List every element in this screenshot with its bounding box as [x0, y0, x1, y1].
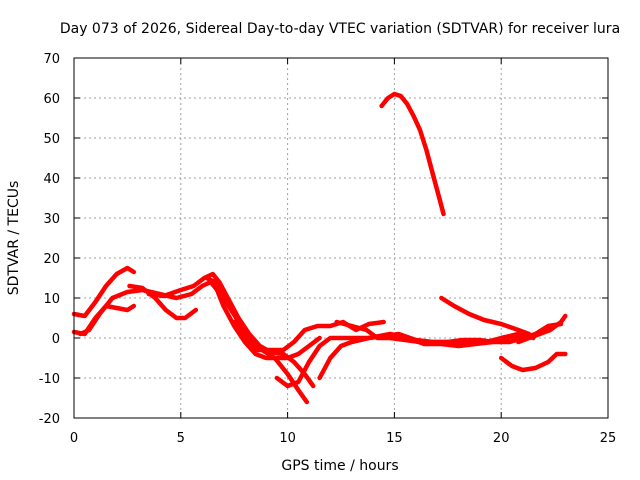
series-line-arc-3	[78, 279, 322, 361]
x-tick-label: 0	[70, 431, 78, 446]
series-line-arc-14	[516, 313, 568, 345]
y-tick-label: -10	[39, 372, 60, 387]
y-tick-label: 70	[43, 52, 60, 67]
y-tick-label: 20	[43, 252, 60, 267]
series-line-arc-12	[439, 295, 532, 337]
x-tick-label: 25	[600, 431, 617, 446]
series-layer	[71, 91, 568, 405]
series-line-arc-4	[127, 283, 199, 321]
y-tick-label: 40	[43, 172, 60, 187]
series-line-arc-7	[231, 319, 386, 353]
series-line-arc-10	[334, 319, 536, 347]
y-tick-label: 50	[43, 132, 60, 147]
y-tick-label: 60	[43, 92, 60, 107]
x-axis-label: GPS time / hours	[281, 458, 398, 474]
x-tick-label: 10	[279, 431, 296, 446]
y-tick-label: -20	[39, 412, 60, 427]
series-line-arc-5	[146, 271, 316, 389]
x-tick-label: 5	[177, 431, 185, 446]
x-tick-label: 15	[386, 431, 403, 446]
grid-layer	[74, 58, 608, 418]
plot-frame	[73, 57, 609, 419]
y-axis-label: SDTVAR / TECUs	[6, 181, 22, 296]
y-tick-label: 30	[43, 212, 60, 227]
x-tick-label: 20	[493, 431, 510, 446]
ticks-layer: 0 5 10 15 20 25 -20 -10 0 10 20 30 40 50 60 70	[39, 52, 617, 446]
chart-title: Day 073 of 2026, Sidereal Day-to-day VTE…	[60, 21, 620, 37]
series-line-arc-1	[71, 265, 137, 319]
series-line-arc-13	[498, 351, 568, 373]
y-tick-label: 10	[43, 292, 60, 307]
series-line-arc-11	[379, 91, 446, 217]
y-tick-label: 0	[52, 332, 60, 347]
